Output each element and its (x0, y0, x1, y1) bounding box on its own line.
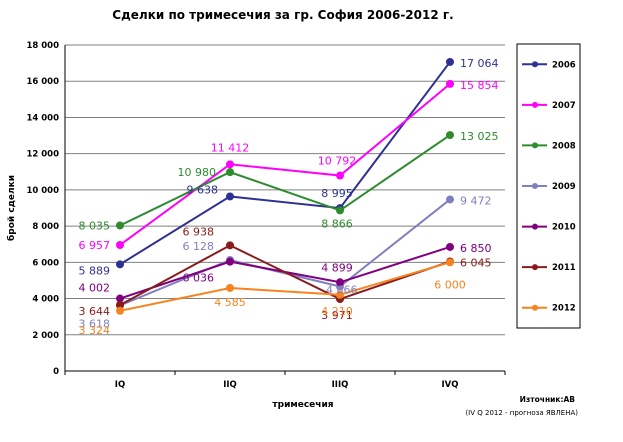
source-note: Източник:АВ (520, 395, 576, 404)
data-label-2008: 10 980 (178, 166, 217, 179)
y-tick-label: 14 000 (26, 113, 59, 123)
data-point-2007 (336, 171, 344, 180)
x-tick-label: IIIQ (332, 380, 349, 390)
legend-label-2006: 2006 (552, 60, 576, 70)
series-line-2009 (119, 198, 451, 307)
chart-title: Сделки по тримесечия за гр. София 2006-2… (112, 8, 453, 22)
legend-label-2010: 2010 (552, 223, 576, 233)
series-line-2006 (119, 61, 451, 266)
data-label-2011: 6 045 (460, 257, 492, 270)
legend-marker-2012 (532, 304, 538, 311)
legend-marker-2011 (532, 264, 538, 271)
y-tick-label: 8 000 (32, 222, 59, 232)
series-line-2007 (119, 83, 451, 246)
legend-label-2009: 2009 (552, 182, 576, 192)
data-label-2010: 4 899 (321, 261, 353, 274)
forecast-note: (IV Q 2012 - прогноза ЯВЛЕНА) (465, 409, 578, 417)
data-label-2008: 8 035 (79, 219, 111, 232)
data-label-2007: 11 412 (211, 141, 250, 154)
series-line-2011 (119, 244, 451, 306)
data-label-2007: 10 792 (318, 155, 357, 168)
data-label-2010: 6 036 (183, 272, 215, 285)
y-tick-label: 0 (53, 367, 59, 377)
data-label-2009: 4 666 (326, 283, 358, 296)
data-label-2010: 4 002 (79, 282, 111, 295)
y-tick-label: 2 000 (32, 331, 59, 341)
legend-marker-2010 (532, 223, 538, 230)
legend-label-2012: 2012 (552, 304, 576, 314)
data-point-2006 (116, 260, 124, 269)
data-point-2012 (226, 283, 234, 292)
y-tick-label: 18 000 (26, 41, 59, 51)
data-label-2009: 3 618 (79, 317, 111, 330)
data-label-2009: 6 128 (183, 240, 215, 253)
data-label-2012: 4 585 (214, 296, 246, 309)
y-axis-label: брой сделки (6, 175, 17, 241)
data-point-2012 (336, 290, 344, 299)
data-label-2006: 17 064 (460, 57, 499, 70)
legend-marker-2007 (532, 101, 538, 108)
y-tick-label: 16 000 (26, 77, 59, 87)
x-axis-label: тримесечия (272, 400, 333, 410)
data-point-2010 (446, 242, 454, 251)
y-tick-label: 12 000 (26, 150, 59, 160)
data-label-2006: 8 995 (321, 187, 353, 200)
series-line-2012 (119, 261, 451, 312)
y-tick-label: 6 000 (32, 258, 59, 268)
data-point-2007 (446, 79, 454, 88)
series-line-2008 (119, 134, 451, 227)
data-label-2009: 9 472 (460, 194, 492, 207)
data-point-2012 (116, 306, 124, 315)
data-label-2012: 3 324 (79, 324, 111, 337)
legend-marker-2006 (532, 61, 538, 68)
data-point-2007 (116, 241, 124, 250)
data-point-2008 (336, 206, 344, 215)
data-point-2010 (116, 294, 124, 303)
data-label-2006: 5 889 (79, 264, 111, 277)
y-tick-label: 4 000 (32, 295, 59, 305)
data-point-2009 (446, 195, 454, 204)
legend-marker-2009 (532, 183, 538, 189)
data-label-2008: 13 025 (460, 130, 499, 143)
data-label-2010: 6 850 (460, 242, 492, 255)
y-tick-label: 10 000 (26, 186, 59, 196)
x-tick-label: IQ (115, 380, 125, 390)
data-label-2011: 3 644 (79, 305, 111, 318)
data-point-2006 (226, 192, 234, 201)
data-label-2012: 6 000 (434, 278, 466, 291)
data-label-2007: 15 854 (460, 79, 499, 92)
legend-marker-2008 (532, 142, 538, 149)
data-point-2010 (336, 278, 344, 287)
data-point-2011 (116, 301, 124, 310)
legend-label-2008: 2008 (552, 141, 576, 151)
data-point-2008 (116, 221, 124, 230)
data-point-2006 (446, 57, 454, 66)
data-label-2008: 8 866 (321, 217, 353, 230)
data-point-2008 (446, 131, 454, 140)
data-point-2010 (226, 257, 234, 266)
data-point-2007 (226, 160, 234, 169)
legend-label-2007: 2007 (552, 101, 576, 111)
data-label-2006: 9 638 (187, 183, 219, 196)
x-tick-label: IIQ (223, 380, 237, 390)
legend-label-2011: 2011 (552, 263, 576, 273)
data-label-2011: 6 938 (183, 225, 215, 238)
data-label-2012: 4 210 (321, 305, 353, 318)
data-point-2011 (226, 241, 234, 250)
x-tick-label: IVQ (442, 380, 459, 390)
data-label-2007: 6 957 (79, 239, 111, 252)
data-label-2011: 3 971 (321, 309, 353, 322)
data-point-2008 (226, 168, 234, 177)
data-point-2012 (446, 258, 454, 267)
